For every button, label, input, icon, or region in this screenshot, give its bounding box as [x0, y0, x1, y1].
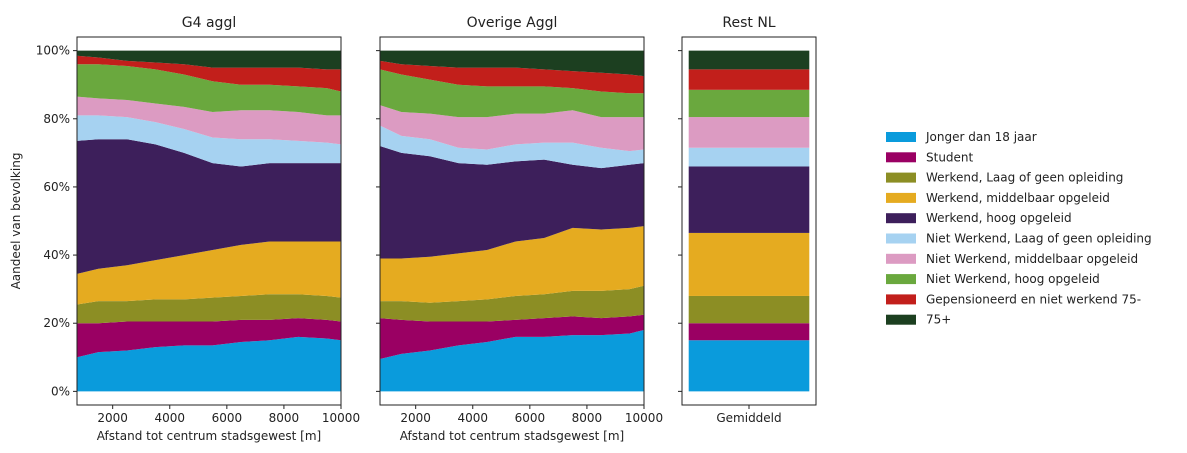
y-tick-label: 60% — [43, 180, 70, 194]
bar-segment — [688, 295, 810, 324]
x-axis-label: Afstand tot centrum stadsgewest [m] — [400, 429, 624, 443]
area — [77, 115, 341, 167]
x-tick-label: 2000 — [400, 411, 431, 425]
legend-label: Werkend, hoog opgeleid — [926, 211, 1072, 225]
legend-label: Werkend, Laag of geen opleiding — [926, 171, 1123, 185]
legend-swatch — [886, 152, 916, 163]
frame — [681, 36, 817, 406]
area — [77, 96, 341, 145]
legend-label: Student — [926, 150, 974, 164]
legend-swatch — [886, 253, 916, 264]
area — [380, 60, 644, 94]
x-tick-label: 2000 — [97, 411, 128, 425]
x-tick-label: 8000 — [572, 411, 603, 425]
area — [77, 55, 341, 92]
y-axis-label: Aandeel van bevolking — [9, 153, 23, 290]
bar-segment — [688, 147, 810, 167]
bar-segment — [688, 117, 810, 148]
area — [380, 330, 644, 392]
legend-label: Niet Werkend, middelbaar opgeleid — [926, 252, 1138, 266]
y-tick-label: 80% — [43, 112, 70, 126]
legend-swatch — [886, 274, 916, 285]
y-tick-label: 20% — [43, 316, 70, 330]
legend-swatch — [886, 213, 916, 224]
x-tick-label: 4000 — [154, 411, 185, 425]
area — [380, 314, 644, 359]
area — [77, 139, 341, 274]
area — [77, 336, 341, 392]
panel-title: G4 aggl — [182, 15, 236, 31]
area — [380, 125, 644, 169]
y-tick-label: 40% — [43, 248, 70, 262]
area — [380, 105, 644, 152]
bar-segment — [688, 166, 810, 233]
bar-segment — [688, 50, 810, 70]
frame — [76, 36, 342, 406]
bar-segment — [688, 323, 810, 341]
legend-swatch — [886, 233, 916, 244]
legend-label: Gepensioneerd en niet werkend 75- — [926, 292, 1141, 306]
legend-label: 75+ — [926, 313, 951, 327]
legend-label: Jonger dan 18 jaar — [925, 130, 1037, 144]
legend-swatch — [886, 132, 916, 142]
x-tick-label: 6000 — [212, 411, 243, 425]
legend-label: Niet Werkend, hoog opgeleid — [926, 272, 1100, 286]
area — [380, 146, 644, 259]
y-tick-label: 0% — [51, 384, 70, 398]
x-tick-label: 6000 — [515, 411, 546, 425]
bar-segment — [688, 340, 810, 392]
legend-swatch — [886, 192, 916, 203]
y-tick-label: 100% — [36, 44, 70, 58]
legend-swatch — [886, 294, 916, 305]
frame — [379, 36, 645, 406]
x-tick-label: 10000 — [625, 411, 663, 425]
area — [380, 285, 644, 322]
x-tick-label: Gemiddeld — [716, 411, 781, 425]
area — [77, 318, 341, 358]
area — [77, 294, 341, 324]
bar-segment — [688, 89, 810, 118]
x-tick-label: 10000 — [322, 411, 360, 425]
x-tick-label: 8000 — [269, 411, 300, 425]
area — [380, 69, 644, 118]
legend-label: Niet Werkend, Laag of geen opleiding — [926, 232, 1152, 246]
area — [77, 64, 341, 116]
panel-title: Rest NL — [722, 15, 775, 31]
area — [77, 241, 341, 305]
area — [380, 50, 644, 77]
legend-swatch — [886, 314, 916, 325]
legend-swatch — [886, 172, 916, 183]
legend-label: Werkend, middelbaar opgeleid — [926, 191, 1110, 205]
panel-title: Overige Aggl — [467, 15, 558, 31]
x-axis-label: Afstand tot centrum stadsgewest [m] — [97, 429, 321, 443]
bar-segment — [688, 69, 810, 90]
area — [77, 50, 341, 70]
bar-segment — [688, 232, 810, 296]
area — [380, 226, 644, 303]
x-tick-label: 4000 — [457, 411, 488, 425]
